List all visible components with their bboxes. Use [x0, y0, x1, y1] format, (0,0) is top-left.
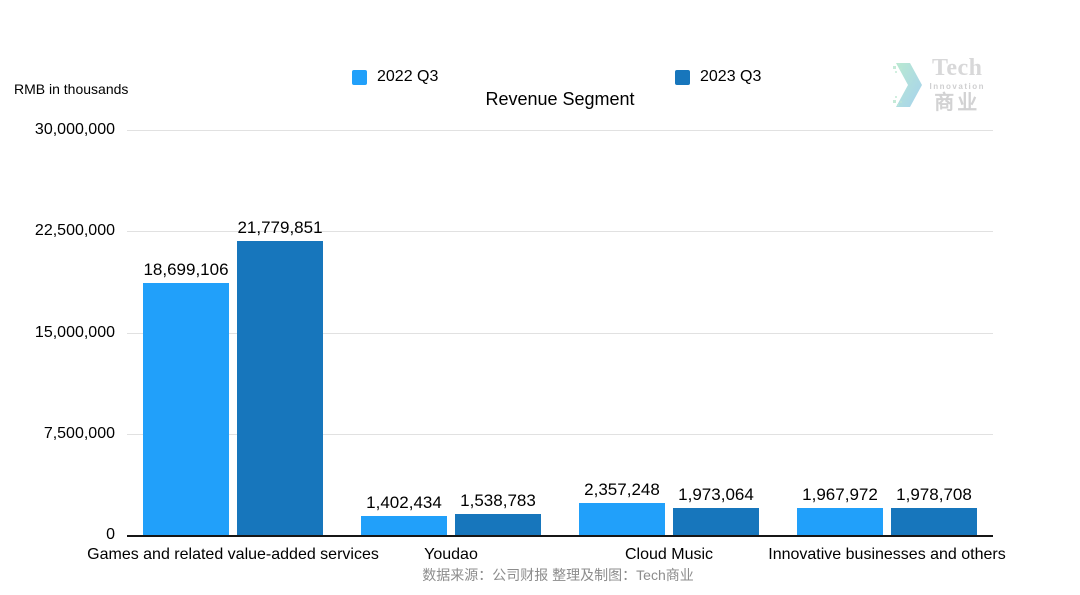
- bar-2023-q3: 1,978,708: [891, 485, 977, 535]
- logo-tagline: Innovation: [929, 82, 985, 91]
- bar-2023-q3: 1,538,783: [455, 491, 541, 535]
- category-label: Cloud Music: [624, 546, 714, 563]
- legend-item-2023-q3: 2023 Q3: [675, 68, 761, 86]
- bar-value-label: 1,402,434: [366, 493, 442, 512]
- legend-item-2022-q3: 2022 Q3: [352, 68, 438, 86]
- y-axis-unit-label: RMB in thousands: [14, 81, 129, 97]
- bar-value-label: 1,978,708: [896, 485, 972, 504]
- bar-2022-q3: 18,699,106: [143, 260, 229, 535]
- bar-value-label: 18,699,106: [143, 260, 229, 279]
- bar-value-label: 2,357,248: [584, 480, 660, 499]
- bar-value-label: 21,779,851: [237, 218, 323, 237]
- bar-2023-q3: 21,779,851: [237, 218, 323, 535]
- bar-2023-q3: 1,973,064: [673, 485, 759, 535]
- bar-2022-q3: 2,357,248: [579, 480, 665, 535]
- y-axis-ticks: 30,000,000 22,500,000 15,000,000 7,500,000 0: [0, 121, 115, 543]
- bar-value-label: 1,538,783: [460, 491, 536, 510]
- logo-text: Tech Innovation 商业: [930, 56, 985, 113]
- gridline: [127, 231, 993, 233]
- legend-swatch-2022-q3: [352, 69, 367, 85]
- bar-group: 1,402,434 1,538,783 Youdao: [361, 491, 541, 563]
- y-tick-label: 7,500,000: [43, 424, 115, 442]
- chart-title: Revenue Segment: [485, 89, 635, 109]
- bar-2022-q3: 1,402,434: [361, 493, 447, 535]
- gridline: [127, 332, 993, 334]
- category-label: Innovative businesses and others: [768, 546, 1006, 563]
- category-label: Games and related value-added services: [87, 546, 379, 563]
- bar-value-label: 1,967,972: [802, 485, 878, 504]
- bar-group: 2,357,248 1,973,064 Cloud Music: [579, 480, 759, 563]
- gridline: [127, 130, 993, 131]
- brand-logo: Tech Innovation 商业: [892, 56, 985, 113]
- gridline: [127, 433, 993, 435]
- legend-label-2023-q3: 2023 Q3: [700, 68, 762, 85]
- logo-brand-name: Tech: [932, 55, 983, 81]
- category-label: Youdao: [424, 546, 478, 563]
- legend-swatch-2023-q3: [675, 69, 690, 85]
- legend-label-2022-q3: 2022 Q3: [377, 68, 439, 85]
- plot-area: 18,699,106 21,779,851 Games and related va…: [87, 130, 1006, 563]
- y-tick-label: 15,000,000: [34, 323, 115, 341]
- logo-chinese-name: 商业: [934, 92, 981, 114]
- y-tick-label: 30,000,000: [34, 121, 115, 138]
- bar-group: 18,699,106 21,779,851 Games and related va…: [87, 218, 379, 563]
- source-note: 数据来源：公司财报 整理及制图：Tech商业: [422, 567, 694, 583]
- bar-group: 1,967,972 1,978,708 Innovative businesses …: [768, 485, 1005, 563]
- y-tick-label: 0: [106, 526, 115, 543]
- y-tick-label: 22,500,000: [34, 222, 115, 240]
- bar-2022-q3: 1,967,972: [797, 485, 883, 535]
- logo-chevron-icon: [892, 62, 922, 107]
- bar-value-label: 1,973,064: [678, 485, 754, 504]
